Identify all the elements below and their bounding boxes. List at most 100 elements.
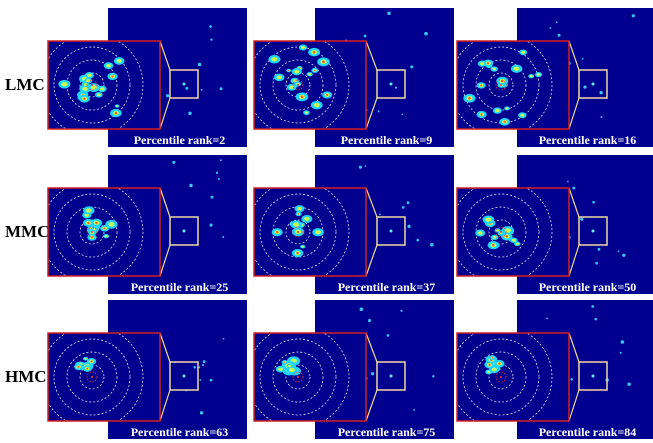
hotspot [220,87,223,90]
blob-peak [83,98,85,100]
hotspot [193,366,195,368]
caption: Percentile rank=84 [539,425,637,439]
center-dot [500,84,502,86]
hotspot [620,352,622,354]
blob-core [492,68,496,71]
hotspot [371,372,374,375]
blob-core [530,75,533,77]
blob-peak [298,213,299,214]
hotspot [622,254,625,257]
blob-core [87,74,92,77]
center-spot [390,375,393,378]
hotspot [580,218,583,221]
blob-peak [498,363,500,365]
hotspot [166,94,169,97]
hotspot [203,360,206,363]
inset [41,181,160,283]
hotspot [198,63,201,66]
blob-peak [488,364,490,366]
hotspot [567,181,569,183]
row-label: MMC [5,222,49,241]
hotspot [209,25,212,28]
hotspot [378,110,380,112]
caption: Percentile rank=63 [131,425,229,439]
figure: LMCPercentile rank=2Percentile rank=9Per… [0,0,653,443]
blob-peak [481,113,483,115]
hotspot [591,305,594,308]
hotspot [413,409,415,411]
hotspot [210,224,213,227]
row-label: LMC [5,75,45,94]
blob-peak [487,62,489,64]
hotspot [387,12,390,15]
hotspot [222,236,224,238]
hotspot [364,35,367,38]
blob-core [520,114,524,117]
center-spot [183,375,186,378]
blob-core [86,208,92,212]
hotspot [365,165,367,167]
hotspot [172,161,175,164]
center-spot [183,83,186,86]
blob-core [277,76,282,80]
center-dot [500,376,502,378]
blob-peak [313,51,316,54]
blob-core [314,103,320,107]
blob-peak [284,361,285,362]
blob-peak [78,366,80,368]
center-spot [592,83,595,86]
blob-core [97,93,101,96]
inset [247,181,366,283]
hotspot [189,184,192,187]
blob-peak [301,95,304,98]
hotspot [618,250,620,252]
blob-core [514,67,520,71]
inset [450,326,569,428]
hotspot [407,225,410,228]
blob-core [293,222,299,226]
center-dot [297,84,299,86]
hotspot [432,375,434,377]
hotspot [583,86,586,89]
blob-core [84,358,87,360]
hotspot [430,243,434,247]
blob-peak [91,360,93,362]
blob-peak [276,231,278,233]
hotspot [600,116,602,118]
blob-core [506,107,509,109]
blob-core [315,230,321,234]
hotspot [360,307,364,311]
center-spot [390,230,393,233]
hotspot [200,411,203,414]
blob-peak [87,222,89,224]
center-dot [91,84,93,86]
blob-peak [504,121,506,123]
hotspot [359,166,362,169]
blob-core [478,231,483,235]
blob-core [288,365,291,367]
inset [41,326,160,428]
hotspot [592,201,595,204]
hotspot [202,364,204,366]
blob-core [105,235,108,237]
hotspot [410,65,413,68]
blob-core [493,236,497,239]
hotspot [595,262,598,265]
blob-core [271,57,277,61]
hotspot [407,201,410,204]
blob-core [512,239,516,242]
blob-peak [492,244,494,246]
hotspot [598,248,601,251]
hotspot [218,178,220,180]
blob-core [492,368,497,372]
hotspot [395,87,397,89]
blob-core [485,218,491,222]
hotspot [416,239,419,242]
hotspot [621,340,625,344]
hotspot [570,378,573,381]
center-dot [500,231,502,233]
blob-core [297,207,302,211]
blob-core [495,109,499,112]
blob-core [61,82,67,86]
hotspot [211,196,214,199]
